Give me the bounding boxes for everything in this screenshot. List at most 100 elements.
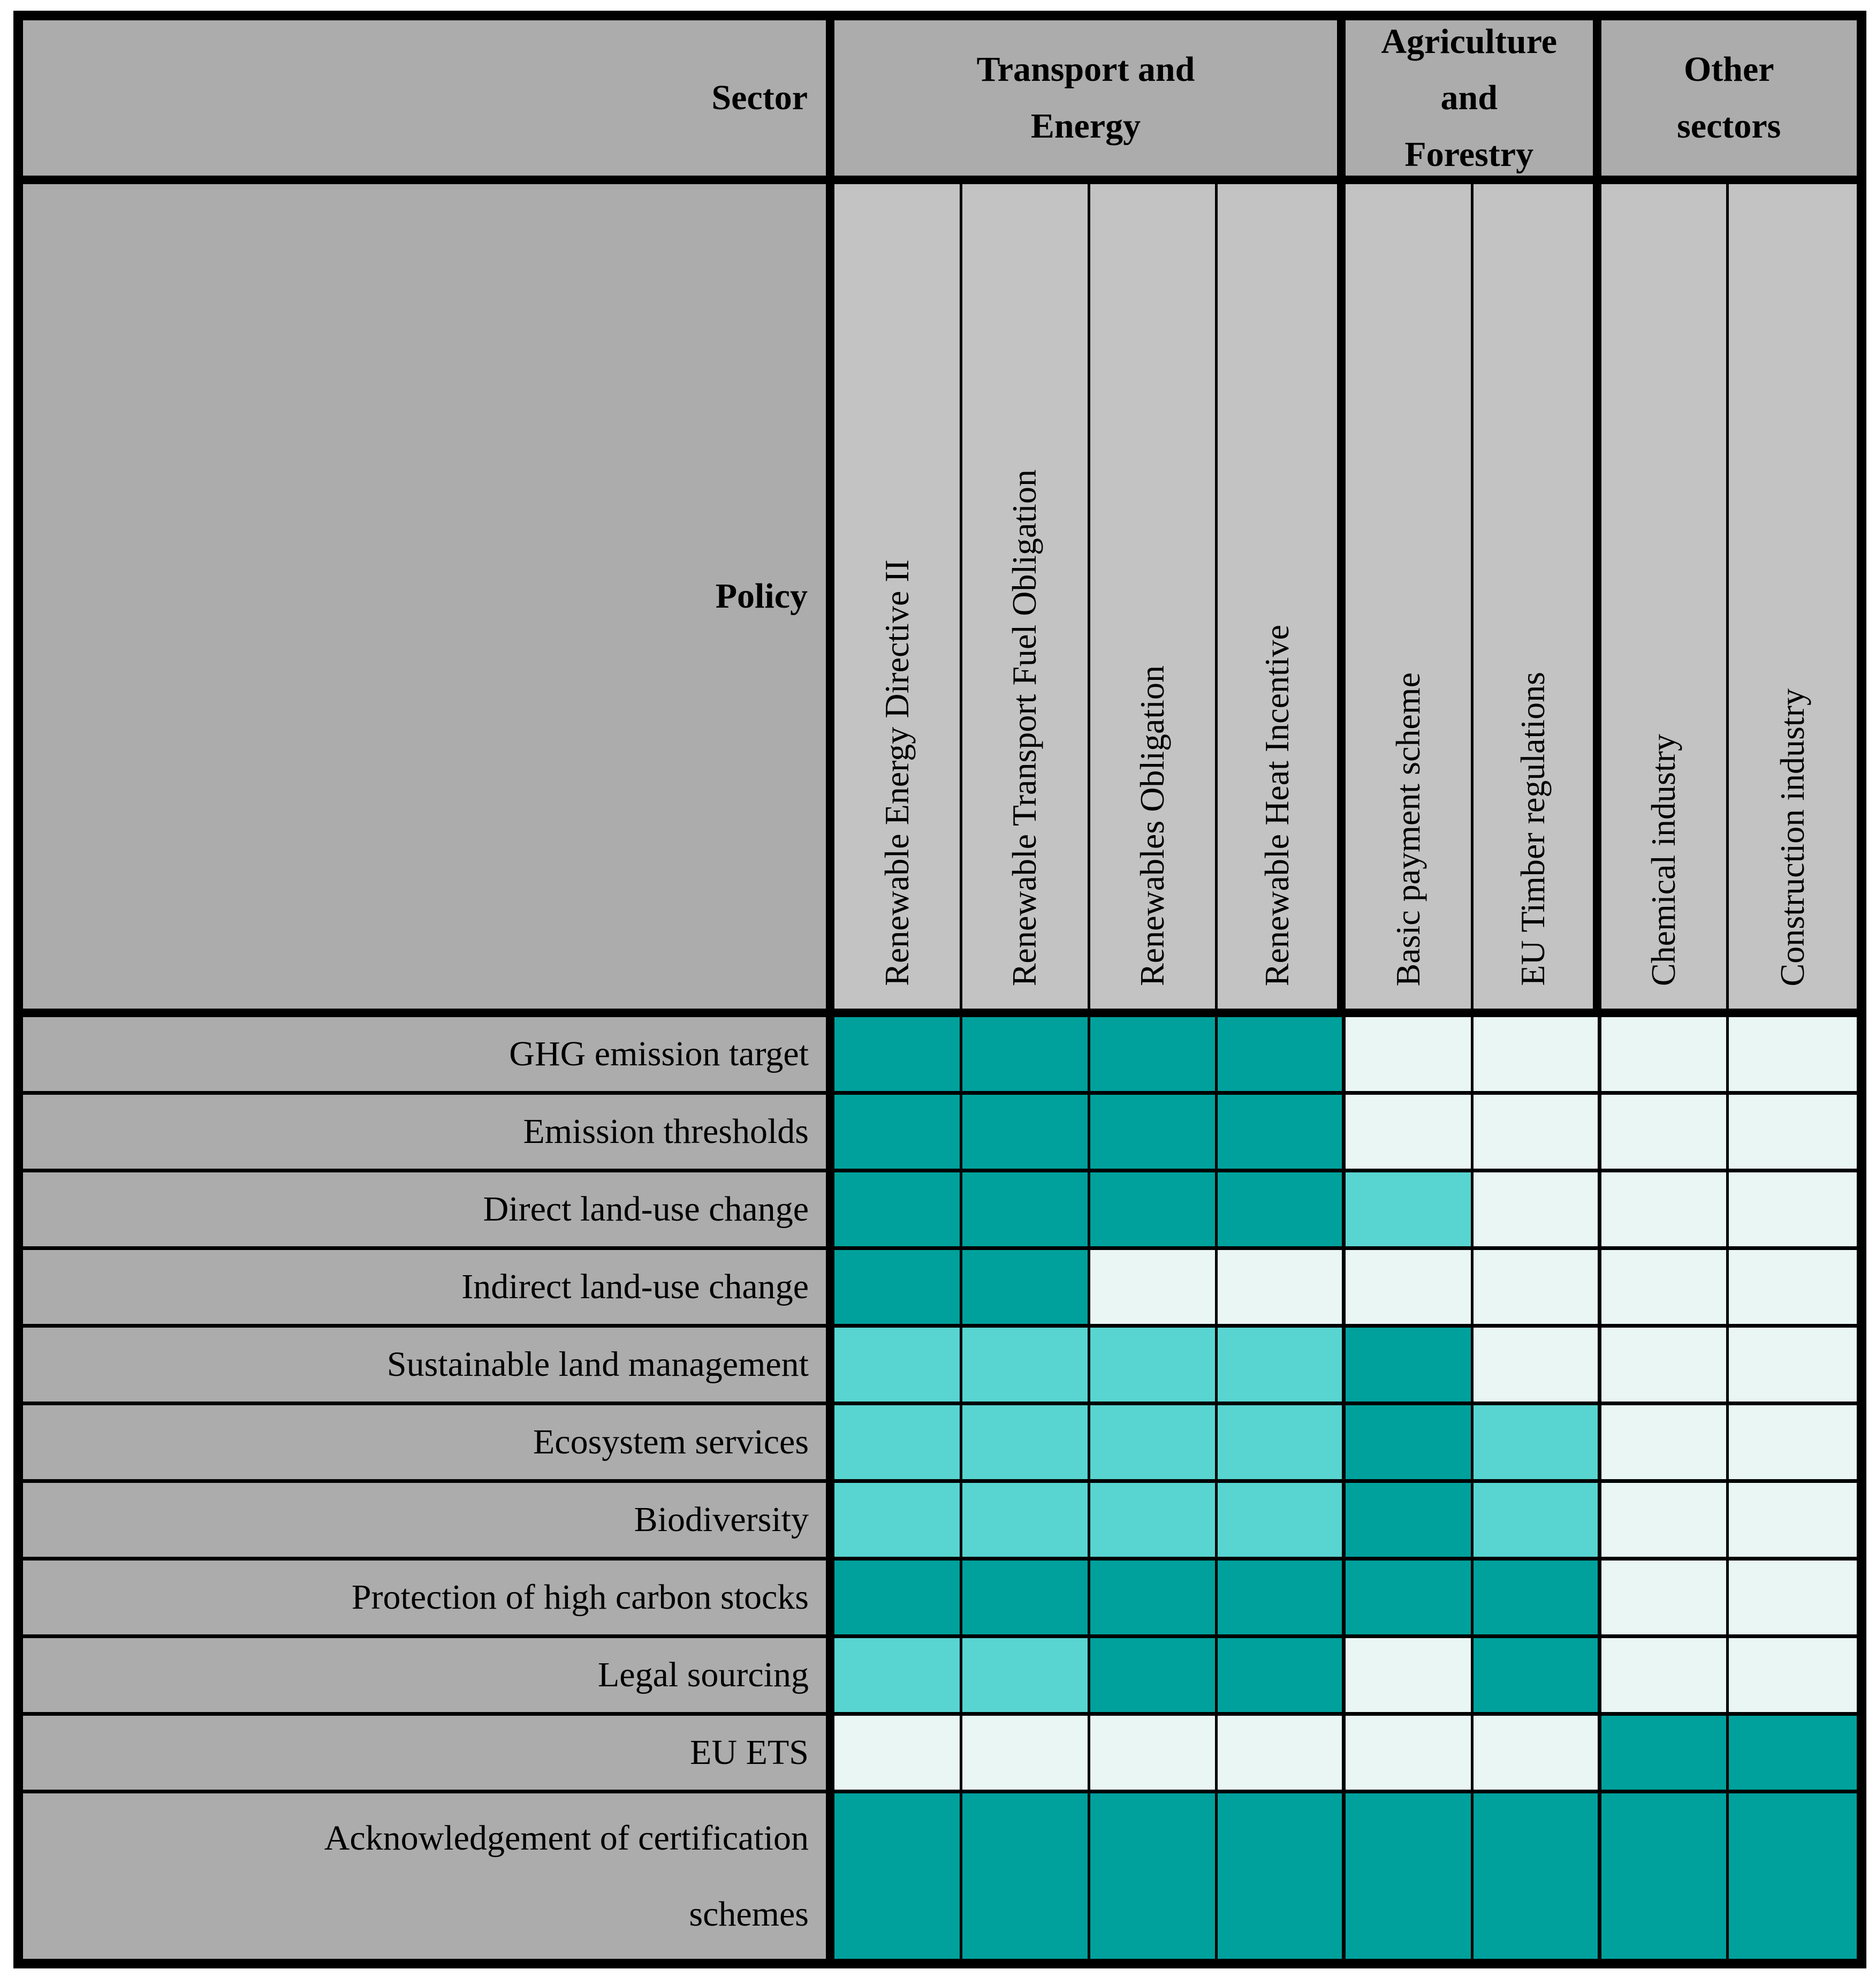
matrix-cell — [1346, 1250, 1474, 1328]
matrix-cell — [1601, 1483, 1729, 1561]
matrix-cell — [1601, 1405, 1729, 1483]
criterion-row-label: Ecosystem services — [23, 1405, 834, 1483]
matrix-cell — [1090, 1561, 1218, 1638]
matrix-cell — [962, 1250, 1090, 1328]
matrix-cell — [834, 1405, 962, 1483]
criterion-row-label: Protection of high carbon stocks — [23, 1561, 834, 1638]
policy-column-header: Renewable Transport Fuel Obligation — [962, 184, 1090, 1017]
matrix-cell — [1729, 1716, 1857, 1793]
matrix-cell — [1346, 1095, 1474, 1172]
matrix-cell — [1090, 1328, 1218, 1405]
matrix-cell — [1729, 1561, 1857, 1638]
criterion-row-label: Legal sourcing — [23, 1638, 834, 1716]
policy-column-label: Renewable Transport Fuel Obligation — [1005, 469, 1044, 986]
criterion-row-label: Indirect land-use change — [23, 1250, 834, 1328]
criterion-row-label: Sustainable land management — [23, 1328, 834, 1405]
matrix-cell — [1601, 1561, 1729, 1638]
matrix-cell — [1346, 1483, 1474, 1561]
matrix-cell — [834, 1638, 962, 1716]
criterion-row-label: Direct land-use change — [23, 1172, 834, 1250]
policy-column-label: Chemical industry — [1644, 733, 1683, 986]
policy-column-label: EU Timber regulations — [1513, 672, 1552, 986]
matrix-cell — [962, 1793, 1090, 1959]
matrix-cell — [834, 1716, 962, 1793]
matrix-cell — [1601, 1172, 1729, 1250]
sector-group-transport-energy: Transport and Energy — [834, 20, 1346, 184]
criterion-row-label: GHG emission target — [23, 1017, 834, 1095]
matrix-cell — [1346, 1716, 1474, 1793]
matrix-cell — [1601, 1250, 1729, 1328]
matrix-cell — [1601, 1017, 1729, 1095]
sector-label: Sector — [711, 78, 808, 117]
policy-corner-cell: Policy — [23, 184, 834, 1017]
matrix-cell — [834, 1017, 962, 1095]
criterion-row-label: Emission thresholds — [23, 1095, 834, 1172]
sector-group-label: Other sectors — [1677, 50, 1781, 146]
matrix-cell — [1218, 1638, 1346, 1716]
matrix-cell — [1218, 1250, 1346, 1328]
matrix-cell — [1218, 1095, 1346, 1172]
matrix-cell — [1601, 1793, 1729, 1959]
sector-group-agriculture-forestry: Agriculture and Forestry — [1346, 20, 1601, 184]
matrix-cell — [1218, 1793, 1346, 1959]
matrix-cell — [962, 1172, 1090, 1250]
sector-group-other-sectors: Other sectors — [1601, 20, 1857, 184]
matrix-cell — [1090, 1793, 1218, 1959]
policy-column-header: Renewable Heat Incentive — [1218, 184, 1346, 1017]
policy-sector-matrix-table: Sector Transport and Energy Agriculture … — [13, 11, 1866, 1968]
matrix-cell — [1346, 1561, 1474, 1638]
matrix-cell — [1729, 1793, 1857, 1959]
policy-column-header: Construction industry — [1729, 184, 1857, 1017]
sector-group-label: Transport and Energy — [976, 50, 1195, 146]
policy-column-header: Chemical industry — [1601, 184, 1729, 1017]
matrix-cell — [1090, 1017, 1218, 1095]
matrix-cell — [834, 1561, 962, 1638]
matrix-cell — [834, 1328, 962, 1405]
matrix-cell — [962, 1328, 1090, 1405]
criterion-row-label: EU ETS — [23, 1716, 834, 1793]
matrix-cell — [962, 1638, 1090, 1716]
matrix-cell — [1729, 1250, 1857, 1328]
matrix-cell — [1346, 1793, 1474, 1959]
matrix-cell — [1090, 1483, 1218, 1561]
policy-column-header: Renewable Energy Directive II — [834, 184, 962, 1017]
matrix-cell — [1473, 1250, 1601, 1328]
matrix-cell — [962, 1483, 1090, 1561]
policy-column-label: Renewable Heat Incentive — [1258, 624, 1296, 986]
matrix-cell — [1346, 1405, 1474, 1483]
policy-column-label: Renewable Energy Directive II — [877, 559, 916, 986]
matrix-cell — [1729, 1638, 1857, 1716]
matrix-cell — [1218, 1172, 1346, 1250]
matrix-cell — [1729, 1405, 1857, 1483]
matrix-cell — [1218, 1017, 1346, 1095]
sector-corner-cell: Sector — [23, 20, 834, 184]
matrix-cell — [1601, 1095, 1729, 1172]
policy-sector-matrix-figure: Sector Transport and Energy Agriculture … — [13, 11, 1866, 1968]
matrix-cell — [1473, 1017, 1601, 1095]
matrix-cell — [1218, 1561, 1346, 1638]
policy-column-header: Basic payment scheme — [1346, 184, 1474, 1017]
policy-column-label: Basic payment scheme — [1388, 672, 1427, 986]
matrix-cell — [1090, 1172, 1218, 1250]
criterion-row-label: Biodiversity — [23, 1483, 834, 1561]
policy-column-header: EU Timber regulations — [1473, 184, 1601, 1017]
policy-label: Policy — [715, 577, 808, 616]
matrix-cell — [1090, 1095, 1218, 1172]
policy-column-header: Renewables Obligation — [1090, 184, 1218, 1017]
matrix-cell — [962, 1405, 1090, 1483]
matrix-cell — [1729, 1095, 1857, 1172]
matrix-cell — [1729, 1017, 1857, 1095]
matrix-cell — [1601, 1328, 1729, 1405]
matrix-cell — [1473, 1095, 1601, 1172]
matrix-cell — [1346, 1638, 1474, 1716]
matrix-cell — [1601, 1638, 1729, 1716]
matrix-cell — [1090, 1405, 1218, 1483]
matrix-cell — [834, 1172, 962, 1250]
matrix-cell — [1090, 1716, 1218, 1793]
sector-group-label: Agriculture and Forestry — [1381, 21, 1558, 174]
matrix-cell — [1346, 1328, 1474, 1405]
matrix-cell — [1218, 1483, 1346, 1561]
matrix-cell — [1729, 1172, 1857, 1250]
matrix-cell — [834, 1095, 962, 1172]
matrix-cell — [962, 1017, 1090, 1095]
